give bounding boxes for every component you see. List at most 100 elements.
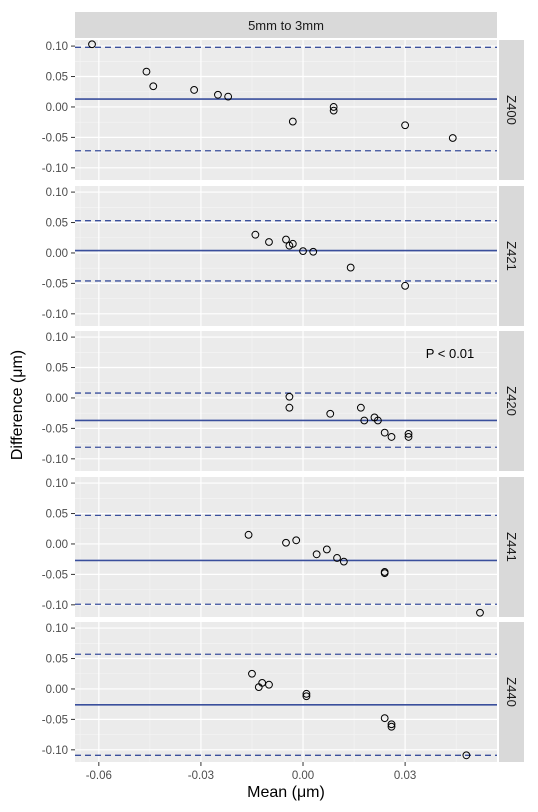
y-axis-title: Difference (μm) — [9, 350, 26, 460]
facet-panel-z440: -0.10 -0.05 0.00 0.05 0.10 Z440 — [42, 622, 524, 762]
panel-background — [75, 477, 497, 617]
data-point — [214, 90, 222, 99]
data-point — [251, 230, 260, 239]
data-point — [248, 669, 256, 678]
data-point — [288, 117, 297, 126]
facet-strip-label: Z420 — [504, 386, 519, 416]
data-point — [401, 121, 410, 130]
data-point — [302, 689, 311, 698]
data-point — [329, 103, 338, 111]
data-point — [380, 428, 389, 437]
y-tick-label: -0.05 — [42, 423, 68, 435]
data-point — [224, 92, 233, 101]
y-tick-label: 0.05 — [46, 72, 68, 84]
panel-background — [75, 186, 497, 326]
facet-strip-top-bg — [75, 12, 497, 38]
data-point — [346, 263, 355, 272]
facet-panel-z421: -0.10 -0.05 0.00 0.05 0.10 Z421 — [42, 186, 524, 326]
y-tick-label: -0.10 — [42, 163, 68, 175]
facet-strip-label: Z441 — [504, 532, 519, 562]
y-tick-label: 0.00 — [46, 248, 68, 260]
facet-panel-z441: -0.10 -0.05 0.00 0.05 0.10 Z441 — [42, 477, 524, 617]
data-point — [292, 536, 301, 545]
panel-annotation: P < 0.01 — [426, 346, 475, 361]
panels-layer: -0.10 -0.05 0.00 0.05 0.10 Z400 -0.10 -0.05 0.00… — [42, 40, 524, 762]
y-tick-label: 0.00 — [46, 102, 68, 114]
data-point — [462, 751, 471, 760]
data-point — [142, 67, 151, 76]
y-tick-label: 0.00 — [46, 539, 68, 551]
y-tick-label: 0.10 — [46, 478, 68, 490]
panel-background — [75, 622, 497, 762]
facet-strip-right-bg — [499, 622, 524, 762]
facet-strip-right-bg — [499, 331, 524, 471]
facet-strip-right-bg — [499, 477, 524, 617]
y-tick-label: -0.05 — [42, 569, 68, 581]
data-point — [339, 557, 348, 566]
facet-panel-z420: -0.10 -0.05 0.00 0.05 0.10 P < 0.01 Z420 — [42, 331, 524, 471]
data-point — [404, 429, 413, 438]
y-tick-label: 0.10 — [46, 41, 68, 53]
data-point — [309, 247, 318, 256]
facet-strip-right-bg — [499, 40, 524, 180]
data-point — [244, 530, 253, 539]
facet-panel-z400: -0.10 -0.05 0.00 0.05 0.10 Z400 — [42, 40, 524, 180]
data-point — [329, 106, 338, 115]
data-point — [265, 680, 273, 689]
y-tick-label: 0.05 — [46, 509, 68, 521]
data-point — [373, 416, 382, 425]
y-tick-label: 0.05 — [46, 363, 68, 375]
y-tick-label: -0.05 — [42, 714, 68, 726]
facet-strip-label: Z400 — [504, 95, 519, 125]
x-tick-label: 0.00 — [292, 770, 314, 782]
data-point — [88, 40, 96, 49]
data-point — [356, 403, 365, 412]
data-point — [312, 550, 321, 559]
data-point — [401, 281, 410, 290]
data-point — [380, 714, 389, 723]
facet-strip-right-bg — [499, 186, 524, 326]
x-tick-label: 0.03 — [394, 770, 416, 782]
y-tick-label: -0.10 — [42, 745, 68, 757]
y-tick-label: -0.05 — [42, 132, 68, 144]
data-point — [387, 433, 396, 441]
data-point — [302, 692, 311, 701]
y-tick-label: -0.10 — [42, 454, 68, 466]
data-point — [285, 403, 294, 412]
data-point — [404, 433, 413, 441]
x-axis: -0.06 -0.03 0.00 0.03 — [86, 762, 416, 782]
x-tick-label: -0.06 — [86, 770, 112, 782]
chart-title: 5mm to 3mm — [248, 18, 324, 33]
y-tick-label: 0.10 — [46, 332, 68, 344]
data-point — [387, 720, 396, 729]
y-tick-label: -0.10 — [42, 309, 68, 321]
facet-strip-label: Z440 — [504, 677, 519, 707]
data-point — [190, 86, 199, 94]
y-tick-label: 0.05 — [46, 218, 68, 230]
facet-strip-label: Z421 — [504, 241, 519, 271]
y-tick-label: 0.00 — [46, 684, 68, 696]
data-point — [476, 608, 484, 617]
x-axis-title: Mean (μm) — [247, 784, 325, 801]
panel-background — [75, 40, 497, 180]
data-point — [149, 82, 158, 91]
y-tick-label: 0.05 — [46, 654, 68, 666]
y-tick-label: -0.10 — [42, 600, 68, 612]
data-point — [265, 238, 273, 246]
y-tick-label: 0.10 — [46, 187, 68, 199]
data-point — [387, 722, 396, 731]
y-tick-label: 0.10 — [46, 623, 68, 635]
facet-strip-top: 5mm to 3mm — [75, 12, 497, 38]
data-point — [299, 247, 307, 256]
y-tick-label: 0.00 — [46, 393, 68, 405]
data-point — [380, 569, 389, 578]
data-point — [282, 538, 290, 547]
data-point — [322, 545, 331, 554]
data-point — [326, 409, 335, 418]
data-point — [448, 134, 457, 142]
data-point — [288, 239, 297, 248]
y-tick-label: -0.05 — [42, 278, 68, 290]
data-point — [282, 235, 290, 244]
data-point — [333, 554, 341, 562]
